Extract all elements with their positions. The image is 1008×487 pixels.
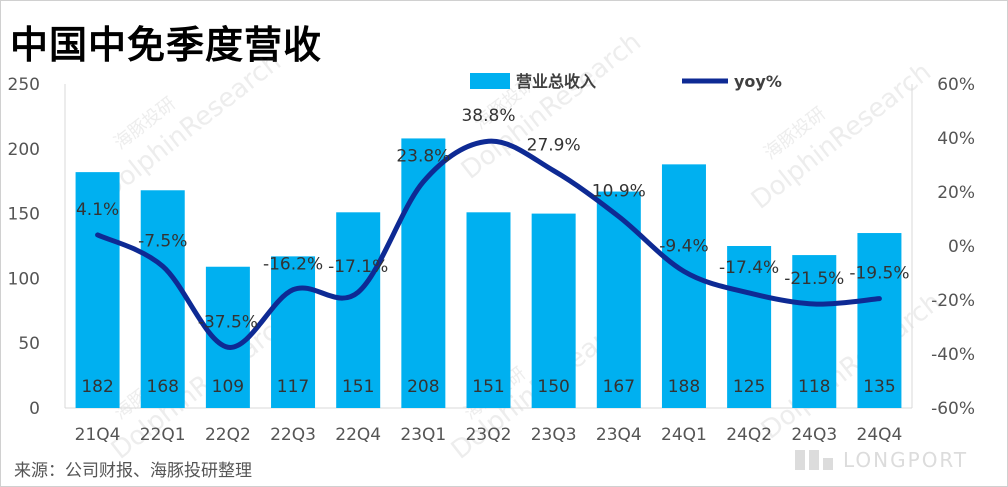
yoy-value-label: -9.4%	[659, 236, 708, 256]
legend: 营业总收入 yoy%	[470, 72, 782, 91]
axes-group: 0 50 100 150 200 250 -60% -40% -20% 0% 20% 40% 60%	[8, 75, 975, 419]
longport-text: LONGPORT	[843, 448, 969, 472]
yoy-line	[95, 138, 882, 350]
y-right-tick-label: -20%	[931, 291, 975, 311]
bar-24Q1	[661, 164, 706, 408]
bar-22Q1	[140, 190, 185, 408]
yoy-value-label: -7.5%	[138, 231, 187, 251]
x-tick-label: 24Q1	[661, 425, 707, 445]
x-tick-label: 22Q1	[140, 425, 186, 445]
x-tick-label: 24Q3	[791, 425, 837, 445]
yoy-value-label: -21.5%	[784, 269, 844, 289]
bar-value-label: 167	[603, 377, 635, 397]
bar-value-label: 151	[472, 377, 504, 397]
yoy-value-label: -17.4%	[719, 258, 779, 278]
y-left-tick-label: 200	[8, 140, 40, 160]
y-right-tick-label: 40%	[937, 129, 975, 149]
chart-title: 中国中免季度营收	[10, 23, 323, 67]
yoy-value-label: 23.8%	[396, 147, 450, 167]
legend-bar-label: 营业总收入	[516, 72, 596, 91]
bar-value-label: 118	[798, 377, 830, 397]
line-labels-group: 4.1% -7.5% -37.5% -16.2% -17.1% 23.8% 38.8% 27.…	[76, 106, 910, 332]
bar-21Q4	[75, 172, 120, 408]
x-tick-label: 23Q3	[531, 425, 577, 445]
bar-23Q2	[466, 212, 511, 408]
x-tick-label: 24Q2	[726, 425, 772, 445]
y-right-tick-label: 20%	[937, 183, 975, 203]
x-tick-label: 23Q4	[596, 425, 642, 445]
bar-24Q3	[792, 255, 837, 408]
bar-value-label: 117	[277, 377, 309, 397]
x-tick-label: 23Q2	[466, 425, 512, 445]
line-group	[95, 138, 882, 350]
bar-23Q4	[596, 191, 641, 408]
x-tick-label: 22Q2	[205, 425, 251, 445]
bar-value-label: 168	[147, 377, 179, 397]
bar-value-label: 135	[863, 377, 895, 397]
longport-logo-icon	[795, 450, 835, 470]
legend-bar-swatch	[470, 73, 510, 89]
y-left-tick-label: 50	[18, 334, 40, 354]
bar-24Q2	[727, 246, 772, 408]
bar-value-label: 208	[407, 377, 439, 397]
source-note: 来源：公司财报、海豚投研整理	[14, 461, 252, 481]
bar-value-label: 182	[81, 377, 113, 397]
yoy-value-label: -37.5%	[198, 312, 258, 332]
x-tick-label: 22Q3	[270, 425, 316, 445]
yoy-value-label: 38.8%	[461, 106, 515, 126]
yoy-value-label: -17.1%	[328, 257, 388, 277]
bar-value-label: 151	[342, 377, 374, 397]
yoy-value-label: 4.1%	[76, 200, 119, 220]
bar-23Q3	[531, 213, 576, 408]
y-right-tick-label: -60%	[931, 399, 975, 419]
yoy-value-label: -19.5%	[849, 264, 909, 284]
x-tick-label: 22Q4	[335, 425, 381, 445]
y-right-tick-label: 60%	[937, 75, 975, 95]
bar-value-label: 109	[212, 377, 244, 397]
x-tick-label: 23Q1	[400, 425, 446, 445]
bar-22Q3	[271, 256, 316, 408]
bar-value-label: 125	[733, 377, 765, 397]
bar-22Q4	[336, 212, 381, 408]
watermark-dolphin-en: DolphinResearch	[756, 287, 947, 446]
longport-watermark: LONGPORT	[795, 448, 968, 472]
y-left-tick-label: 250	[8, 75, 40, 95]
yoy-value-label: 10.9%	[592, 182, 646, 202]
yoy-value-label: 27.9%	[527, 136, 581, 156]
y-left-tick-label: 100	[8, 269, 40, 289]
bar-labels-group: 182 168 109 117 151 208 151 150 167 188 125 118 135	[81, 377, 895, 397]
x-ticks-group: 21Q4 22Q1 22Q2 22Q3 22Q4 23Q1 23Q2 23Q3 23Q4 24Q1…	[75, 425, 903, 445]
bar-24Q4	[857, 233, 902, 408]
y-left-tick-label: 150	[8, 205, 40, 225]
y-right-tick-label: 0%	[948, 237, 975, 257]
yoy-value-label: -16.2%	[263, 255, 323, 275]
y-right-tick-label: -40%	[931, 345, 975, 365]
bar-value-label: 150	[537, 377, 569, 397]
x-tick-label: 21Q4	[75, 425, 121, 445]
x-tick-label: 24Q4	[857, 425, 903, 445]
legend-line-label: yoy%	[734, 72, 782, 91]
bar-value-label: 188	[668, 377, 700, 397]
y-left-tick-label: 0	[29, 399, 40, 419]
